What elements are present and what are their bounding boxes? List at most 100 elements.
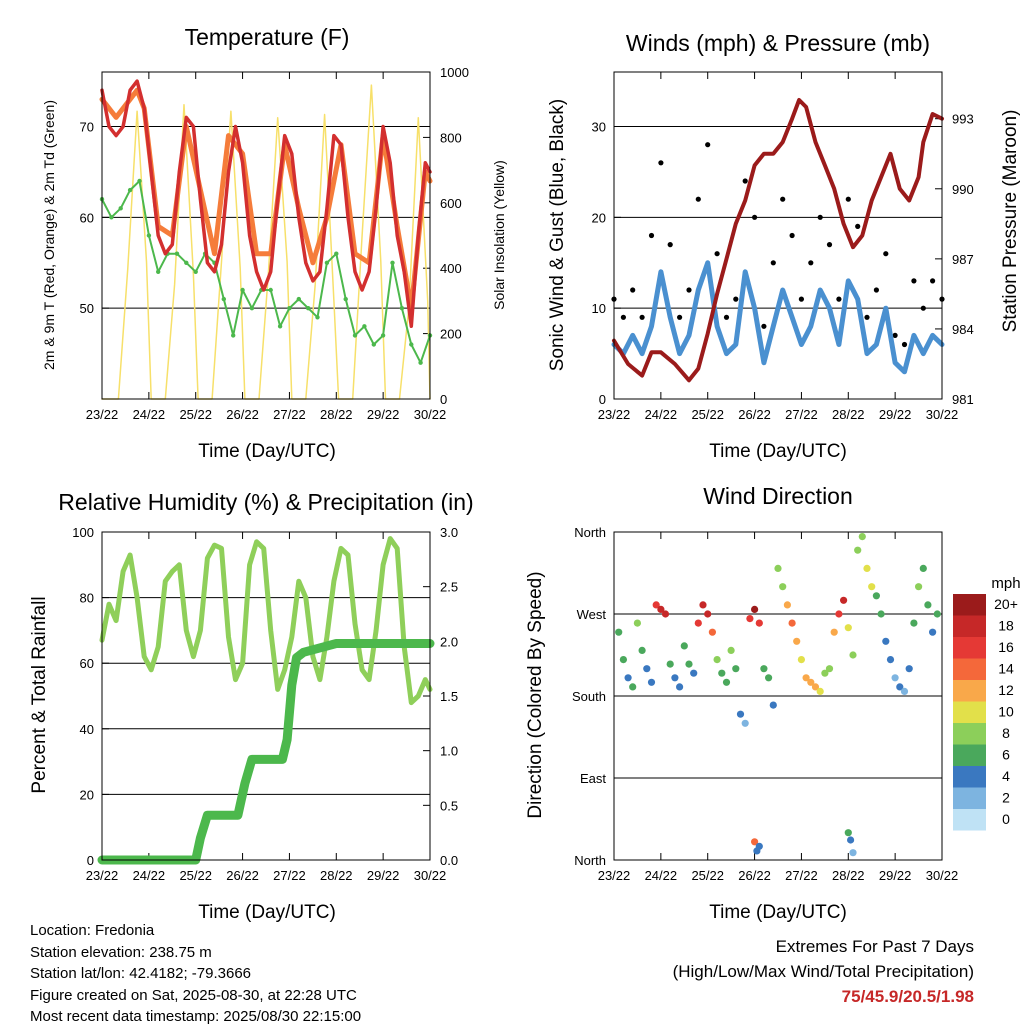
direction-point: [816, 687, 824, 696]
y-right-tick-label: 990: [952, 182, 974, 197]
direction-point: [807, 678, 815, 686]
direction-point: [699, 601, 707, 609]
x-tick-label: 23/22: [86, 407, 119, 422]
x-tick-label: 25/22: [179, 407, 212, 422]
colorbar-title: mph: [991, 575, 1020, 592]
y-right-tick-label: 1000: [440, 65, 469, 80]
x-tick-label: 23/22: [598, 868, 631, 883]
y-right-tick-label: 0.0: [440, 853, 458, 868]
x-tick-label: 30/22: [926, 868, 959, 883]
direction-point: [624, 674, 632, 682]
direction-point: [886, 656, 895, 664]
x-tick-label: 24/22: [133, 868, 166, 883]
gust-point: [920, 305, 926, 311]
direction-point: [657, 605, 665, 614]
humidity-series-line: [99, 536, 433, 706]
created-text: Figure created on Sat, 2025-08-30, at 22…: [30, 986, 357, 1004]
humidity-xlabel: Time (Day/UTC): [198, 902, 336, 923]
temperature-xlabel: Time (Day/UTC): [198, 441, 336, 462]
direction-point: [854, 546, 862, 554]
y-right-tick-label: 993: [952, 112, 974, 127]
y-right-tick-label: 400: [440, 261, 462, 276]
direction-point: [924, 601, 932, 609]
direction-point: [755, 619, 763, 627]
colorbar-swatch: [953, 637, 986, 659]
direction-point: [863, 564, 871, 573]
direction-point: [849, 849, 857, 857]
x-tick-label: 27/22: [273, 868, 306, 883]
precip-series-line: [97, 639, 435, 865]
wind-direction-panel: Wind Direction Direction (Colored By Spe…: [525, 483, 1021, 923]
direction-point: [793, 637, 801, 645]
humidity-ylabel: Percent & Total Rainfall: [29, 596, 50, 793]
direction-point: [769, 701, 777, 709]
winds-pressure-panel: Winds (mph) & Pressure (mb) Sonic Wind &…: [547, 30, 1021, 462]
colorbar-label: 4: [1002, 768, 1010, 784]
x-tick-label: 28/22: [832, 407, 865, 422]
x-tick-label: 30/22: [414, 407, 447, 422]
y-right-tick-label: 2.0: [440, 634, 458, 649]
direction-point: [722, 678, 731, 686]
gust-point: [686, 287, 692, 293]
colorbar-label: 16: [998, 639, 1014, 655]
gust-point: [733, 296, 739, 302]
location-text: Location: Fredonia: [30, 922, 155, 939]
temperature-panel: Temperature (F) 2m & 9m T (Red, Orange) …: [41, 24, 507, 462]
direction-point: [760, 665, 768, 673]
y-tick-label: 50: [80, 301, 94, 316]
temperature-ylabel-right: Solar Insolation (Yellow): [491, 160, 507, 310]
direction-point: [900, 687, 909, 696]
colorbar-label: 10: [998, 704, 1014, 720]
humidity-title: Relative Humidity (%) & Precipitation (i…: [58, 489, 473, 515]
x-tick-label: 24/22: [133, 407, 166, 422]
direction-point: [802, 674, 810, 682]
colorbar-swatch: [953, 787, 986, 809]
x-tick-label: 28/22: [320, 407, 353, 422]
direction-point: [666, 660, 674, 668]
temperature-ylabel: 2m & 9m T (Red, Orange) & 2m Td (Green): [41, 100, 57, 370]
y-tick-label: North: [574, 525, 606, 540]
y-tick-label: 40: [80, 722, 94, 737]
direction-point: [661, 610, 670, 618]
direction-point: [708, 628, 717, 636]
gust-point: [752, 214, 758, 220]
dewpoint-series-line: [101, 180, 431, 364]
gust-point: [873, 287, 880, 293]
direction-point: [788, 619, 796, 627]
x-tick-label: 24/22: [645, 407, 678, 422]
y-right-tick-label: 2.5: [440, 580, 458, 595]
direction-point: [872, 592, 881, 600]
colorbar-swatch: [953, 680, 986, 702]
temperature-title: Temperature (F): [185, 24, 350, 50]
direction-point: [849, 651, 857, 659]
colorbar-label: 0: [1002, 811, 1010, 827]
y-right-tick-label: 1.5: [440, 689, 458, 704]
gust-point: [892, 332, 898, 338]
y-tick-label: 60: [80, 656, 94, 671]
direction-point: [676, 683, 684, 691]
gust-point: [836, 296, 842, 302]
y-right-tick-label: 987: [952, 252, 974, 267]
station-info: Location: Fredonia Station elevation: 23…: [30, 920, 361, 1028]
x-tick-label: 25/22: [179, 868, 212, 883]
y-tick-label: South: [572, 689, 606, 704]
extremes-title: Extremes For Past 7 Days: [775, 937, 974, 956]
x-tick-label: 23/22: [598, 407, 631, 422]
gust-point: [667, 242, 673, 248]
direction-point: [638, 646, 646, 655]
x-tick-label: 25/22: [691, 868, 724, 883]
direction-point: [877, 610, 885, 618]
gust-point: [695, 196, 701, 202]
recent-data-text: Most recent data timestamp: 2025/08/30 2…: [30, 1008, 362, 1025]
colorbar-label: 12: [998, 682, 1014, 698]
direction-point: [718, 669, 726, 677]
colorbar-swatch: [953, 766, 986, 788]
direction-point: [755, 842, 763, 850]
direction-point: [847, 836, 855, 844]
gust-point: [780, 196, 786, 202]
direction-point: [629, 683, 637, 691]
direction-point: [915, 583, 923, 591]
extremes-values: 75/45.9/20.5/1.98: [841, 987, 974, 1006]
extremes-subtitle: (High/Low/Max Wind/Total Precipitation): [672, 962, 974, 981]
direction-point: [896, 683, 904, 691]
